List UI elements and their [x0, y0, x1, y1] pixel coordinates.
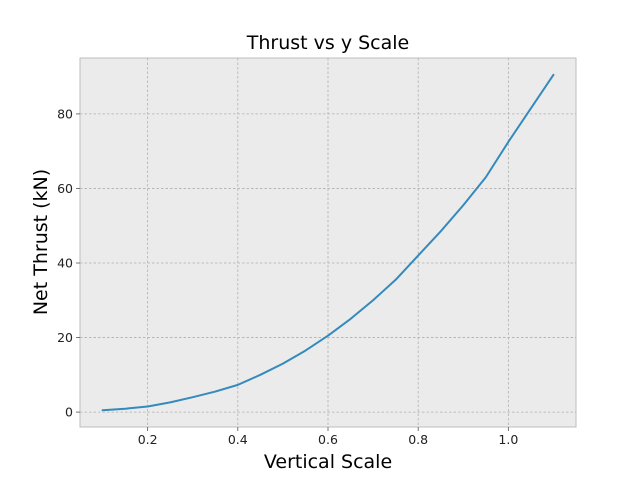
y-tick-label: 80: [57, 106, 73, 121]
x-tick-label: 1.0: [498, 432, 518, 447]
x-axis-ticks: 0.2 0.4 0.6 0.8 1.0: [138, 427, 518, 447]
series-line-0: [101, 73, 555, 412]
y-axis-label: Net Thrust (kN): [30, 169, 52, 315]
y-tick-label: 0: [65, 405, 73, 420]
y-axis-ticks: 0 20 40 60 80: [57, 106, 80, 420]
y-tick-label: 40: [57, 256, 73, 271]
x-tick-label: 0.6: [318, 432, 338, 447]
y-tick-label: 60: [57, 181, 73, 196]
x-tick-label: 0.4: [228, 432, 248, 447]
chart-title: Thrust vs y Scale: [246, 32, 409, 54]
x-axis-label: Vertical Scale: [264, 451, 392, 473]
y-tick-label: 20: [57, 330, 73, 345]
grid-lines: [80, 58, 576, 427]
x-tick-label: 0.8: [408, 432, 428, 447]
series-layer: [101, 73, 555, 412]
x-tick-label: 0.2: [138, 432, 158, 447]
